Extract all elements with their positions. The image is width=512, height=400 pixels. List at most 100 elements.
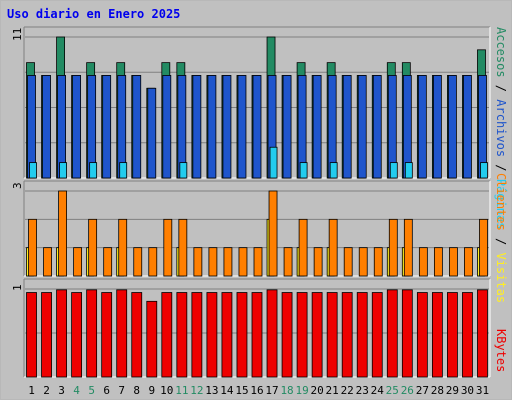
bar-kbytes: [371, 292, 383, 378]
middle-max-label: 3: [11, 182, 24, 189]
x-tick-label: 18: [280, 384, 293, 397]
bar-clientes: [43, 247, 52, 277]
legend-clientes: Clientes: [494, 173, 508, 231]
x-tick-label: 8: [133, 384, 140, 397]
bar-clientes: [313, 247, 323, 277]
bar-paginas: [59, 162, 67, 179]
x-tick-label: 24: [371, 384, 385, 397]
bar-kbytes: [401, 289, 413, 378]
bar-clientes: [103, 247, 113, 277]
bar-kbytes: [56, 289, 67, 378]
bar-kbytes: [462, 292, 473, 378]
bar-archivos: [192, 75, 202, 179]
bar-kbytes: [311, 292, 323, 378]
bar-archivos: [448, 75, 457, 179]
x-tick-label: 17: [265, 384, 278, 397]
bar-paginas: [179, 162, 188, 179]
legend-accesos: Accesos: [494, 27, 508, 78]
bar-clientes: [118, 218, 128, 277]
x-tick-label: 26: [401, 384, 414, 397]
bar-kbytes: [71, 292, 83, 378]
bar-archivos: [252, 75, 262, 179]
bar-kbytes: [116, 289, 128, 378]
bar-kbytes: [221, 292, 233, 378]
bar-clientes: [28, 218, 37, 277]
bar-clientes: [208, 247, 218, 277]
bar-paginas: [89, 162, 98, 179]
bar-clientes: [479, 218, 488, 277]
x-tick-label: 6: [103, 384, 110, 397]
bottom-max-label: 1: [11, 284, 24, 291]
bar-archivos: [463, 75, 472, 179]
x-tick-label: 4: [73, 384, 80, 397]
x-tick-label: 7: [118, 384, 125, 397]
x-tick-label: 15: [235, 384, 248, 397]
bar-paginas: [404, 162, 413, 179]
bar-clientes: [328, 218, 338, 277]
x-tick-label: 13: [205, 384, 218, 397]
x-tick-label: 3: [58, 384, 65, 397]
legend-sep-3: /: [494, 230, 508, 253]
bar-kbytes: [477, 289, 488, 378]
bar-kbytes: [447, 292, 458, 378]
legend-kbytes: KBytes: [494, 329, 508, 373]
x-tick-label: 14: [220, 384, 234, 397]
legend-archivos: Archivos: [494, 99, 508, 158]
bar-clientes: [358, 247, 368, 277]
bar-kbytes: [296, 292, 308, 378]
x-tick-label: 21: [326, 384, 339, 397]
bar-clientes: [449, 247, 458, 277]
bar-paginas: [299, 162, 308, 179]
bar-paginas: [480, 162, 488, 179]
bar-kbytes: [326, 292, 338, 378]
bar-paginas: [389, 162, 398, 179]
bar-kbytes: [191, 292, 203, 378]
bar-clientes: [464, 247, 473, 277]
bar-archivos: [342, 75, 352, 179]
bar-kbytes: [431, 292, 443, 378]
bar-clientes: [148, 247, 158, 277]
bar-kbytes: [236, 292, 248, 378]
bottom-legend: KBytes: [494, 329, 508, 372]
bar-archivos: [282, 75, 292, 179]
bar-clientes: [433, 247, 443, 277]
bar-clientes: [178, 218, 188, 277]
bar-kbytes: [131, 292, 143, 378]
bar-clientes: [88, 218, 98, 277]
x-tick-label: 5: [88, 384, 95, 397]
bar-clientes: [58, 190, 67, 277]
bar-kbytes: [266, 289, 278, 378]
chart-title: Uso diario en Enero 2025: [7, 7, 181, 21]
x-tick-label: 9: [148, 384, 155, 397]
bar-kbytes: [416, 292, 428, 378]
bar-kbytes: [86, 289, 98, 378]
bar-paginas: [119, 162, 128, 179]
bar-clientes: [133, 247, 143, 277]
x-tick-label: 27: [416, 384, 429, 397]
bar-clientes: [193, 247, 203, 277]
bar-paginas: [329, 162, 338, 179]
bar-clientes: [223, 247, 233, 277]
bar-kbytes: [206, 292, 218, 378]
legend-sep-1: /: [494, 77, 508, 100]
bar-kbytes: [281, 292, 293, 378]
x-tick-label: 29: [446, 384, 459, 397]
x-tick-label: 20: [311, 384, 324, 397]
bar-archivos: [222, 75, 232, 179]
bar-archivos: [237, 75, 247, 179]
bar-archivos: [432, 75, 442, 179]
bar-archivos: [417, 75, 427, 179]
bar-archivos: [162, 75, 172, 179]
x-tick-label: 10: [160, 384, 173, 397]
bar-kbytes: [41, 292, 52, 378]
bar-archivos: [42, 75, 51, 179]
top-max-label: 11: [11, 27, 24, 41]
bar-kbytes: [386, 289, 398, 378]
x-tick-label: 1: [28, 384, 35, 397]
x-tick-label: 22: [341, 384, 354, 397]
bar-clientes: [163, 218, 173, 277]
bar-clientes: [298, 218, 308, 277]
x-tick-label: 25: [386, 384, 399, 397]
